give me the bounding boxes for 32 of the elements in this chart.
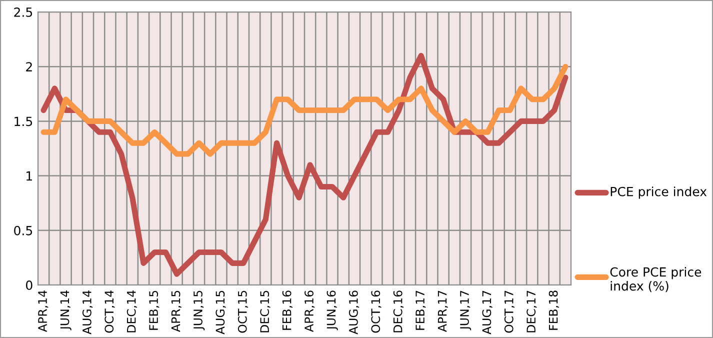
x-tick-label: JUN,14 [60, 290, 72, 330]
x-tick-label: APR,14 [38, 290, 48, 332]
y-tick-label: 2.5 [14, 7, 32, 17]
x-tick-label: OCT,16 [371, 290, 382, 333]
x-tick-label: JUN,15 [194, 290, 205, 330]
x-tick-label: DEC,14 [126, 290, 138, 332]
x-tick-label: DEC,16 [393, 290, 404, 332]
x-tick-label: AUG,15 [216, 290, 226, 334]
legend-label: Core PCE price index (%) [610, 267, 702, 292]
x-tick-label: FEB,17 [416, 290, 426, 330]
y-tick-label: 1.5 [14, 116, 32, 126]
y-tick-label: 0 [26, 280, 32, 290]
x-tick-label: AUG,14 [82, 290, 93, 334]
x-tick-label: FEB,15 [149, 290, 160, 330]
x-tick-label: OCT,17 [504, 290, 515, 333]
x-tick-label: AUG,17 [482, 290, 492, 334]
x-tick-label: FEB,16 [282, 290, 292, 330]
legend-label: PCE price index [610, 186, 707, 199]
x-tick-label: APR,17 [438, 290, 448, 332]
x-tick-label: JUN,17 [460, 290, 472, 330]
x-tick-label: DEC,17 [526, 290, 537, 332]
x-tick-label: OCT,15 [238, 290, 248, 333]
y-tick-label: 0.5 [14, 226, 32, 236]
x-tick-label: DEC,15 [260, 290, 270, 332]
y-tick-label: 2 [26, 62, 32, 72]
x-tick-label: FEB,18 [548, 290, 559, 330]
x-tick-label: JUN,16 [326, 290, 338, 330]
x-tick-label: APR,15 [171, 290, 182, 332]
x-tick-label: AUG,16 [348, 290, 360, 334]
x-tick-label: OCT,14 [104, 290, 115, 333]
x-tick-label: APR,16 [304, 290, 315, 332]
y-tick-label: 1 [26, 171, 32, 181]
